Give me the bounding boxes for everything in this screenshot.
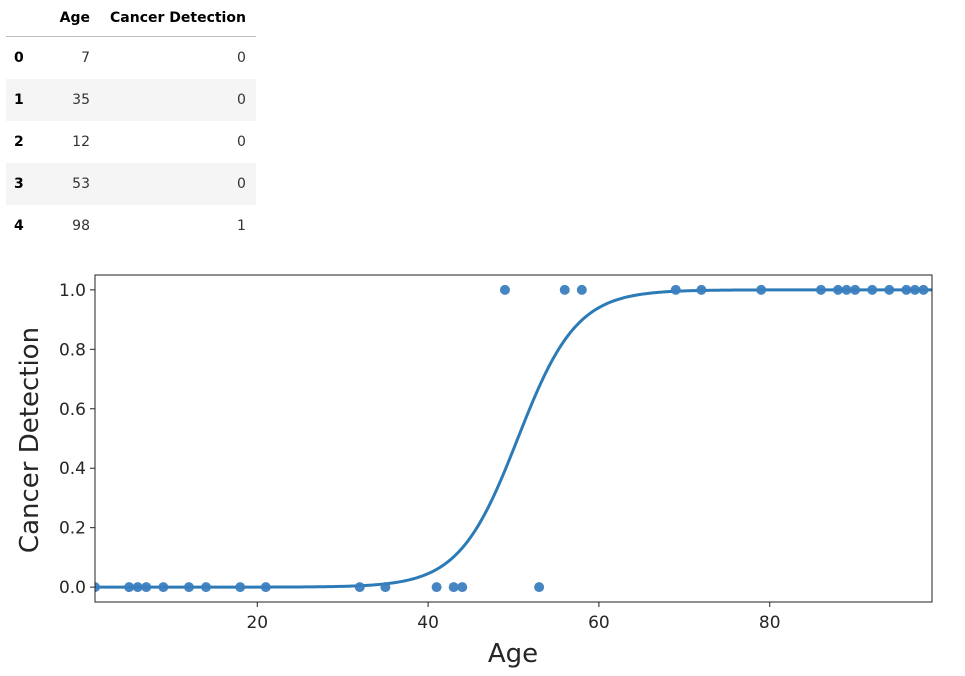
x-tick-label: 80: [759, 613, 781, 633]
age-cell: 12: [72, 134, 90, 150]
cancer-detection-cell: 0: [237, 50, 246, 66]
row-index: 4: [14, 218, 24, 234]
data-point: [534, 582, 545, 593]
data-point: [576, 284, 587, 295]
data-point: [457, 582, 468, 593]
age-cell: 7: [81, 50, 90, 66]
age-column-header: Age: [42, 0, 100, 37]
data-point: [756, 284, 767, 295]
data-point: [867, 284, 878, 295]
data-point: [670, 284, 681, 295]
data-point: [124, 582, 135, 593]
data-point: [448, 582, 459, 593]
data-point: [696, 284, 707, 295]
dataframe-table: Age Cancer Detection 0 7 0 1 35 0 2 12 0…: [6, 0, 256, 247]
data-point: [909, 284, 920, 295]
table-row: 3 53 0: [6, 163, 256, 205]
y-tick-label: 0.4: [59, 459, 86, 479]
table-row: 4 98 1: [6, 205, 256, 247]
plot-area: 20 40 60 80 0.0 0.2 0.4 0.6 0.8 1.0: [59, 274, 933, 633]
table-row: 2 12 0: [6, 121, 256, 163]
data-point: [841, 284, 852, 295]
data-point: [132, 582, 143, 593]
data-point: [141, 582, 152, 593]
cancer-detection-column-header: Cancer Detection: [100, 0, 256, 37]
index-header: [6, 0, 42, 37]
logistic-fit-curve: [95, 288, 932, 589]
y-tick-label: 0.0: [59, 578, 86, 598]
y-tick-label: 0.8: [59, 340, 86, 360]
y-tick-label: 1.0: [59, 281, 86, 301]
data-point: [901, 284, 912, 295]
table-row: 0 7 0: [6, 37, 256, 80]
table-row: 1 35 0: [6, 79, 256, 121]
data-point: [380, 582, 391, 593]
x-tick-label: 40: [417, 613, 439, 633]
age-cell: 98: [72, 218, 90, 234]
x-tick-label: 20: [246, 613, 268, 633]
data-point: [95, 582, 100, 593]
data-point: [499, 284, 510, 295]
cancer-detection-cell: 0: [237, 92, 246, 108]
data-point: [918, 284, 929, 295]
cancer-detection-cell: 0: [237, 176, 246, 192]
y-tick-label: 0.6: [59, 400, 86, 420]
row-index: 2: [14, 134, 24, 150]
y-tick-label: 0.2: [59, 519, 86, 539]
data-point: [850, 284, 861, 295]
data-point: [235, 582, 246, 593]
data-point: [815, 284, 826, 295]
logistic-regression-chart: 20 40 60 80 0.0 0.2 0.4 0.6 0.8 1.0 Age Cancer De…: [15, 274, 933, 669]
plot-frame: [94, 274, 933, 603]
data-point: [260, 582, 271, 593]
y-axis-label: Cancer Detection: [15, 327, 45, 553]
data-point: [354, 582, 365, 593]
age-cell: 53: [72, 176, 90, 192]
data-point: [884, 284, 895, 295]
data-point: [559, 284, 570, 295]
row-index: 0: [14, 50, 24, 66]
age-cell: 35: [72, 92, 90, 108]
data-point: [431, 582, 442, 593]
row-index: 3: [14, 176, 24, 192]
data-point: [833, 284, 844, 295]
x-axis-label: Age: [488, 639, 538, 669]
row-index: 1: [14, 92, 24, 108]
cancer-detection-cell: 0: [237, 134, 246, 150]
table-header-row: Age Cancer Detection: [6, 0, 256, 37]
x-tick-label: 60: [588, 613, 610, 633]
data-point: [201, 582, 212, 593]
data-point: [183, 582, 194, 593]
data-point: [158, 582, 169, 593]
cancer-detection-cell: 1: [237, 218, 246, 234]
